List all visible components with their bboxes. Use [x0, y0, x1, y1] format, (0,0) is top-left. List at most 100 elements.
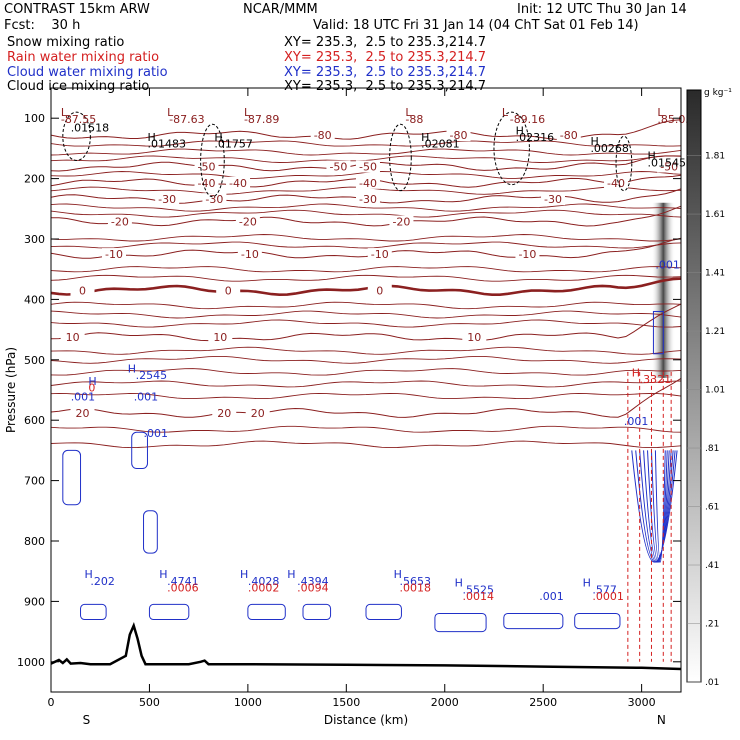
isotherm-line — [50, 355, 682, 364]
contour-annotation: -87.55 — [61, 113, 96, 126]
contour-annotation: H — [394, 568, 402, 581]
isotherm-line — [50, 377, 682, 418]
contour-annotation: H — [648, 150, 656, 163]
contour-annotation: .01518 — [71, 121, 110, 134]
contour-annotation: .001 — [539, 590, 564, 603]
contour-annotation: .4028 — [248, 575, 280, 588]
init-time: Init: 12 UTC Thu 30 Jan 14 — [517, 2, 687, 17]
x-tick-label: 1500 — [332, 696, 360, 709]
contour-annotation: H — [287, 568, 295, 581]
contour-annotation: .0018 — [399, 582, 431, 595]
isotherm-label: 10 — [66, 331, 80, 344]
contour-annotation: .01483 — [147, 138, 186, 151]
isotherm-label: -30 — [359, 193, 377, 206]
isotherm-label-bg — [541, 193, 566, 206]
org-label: NCAR/MMM — [243, 2, 318, 17]
colorbar-label: 1.61 — [705, 210, 725, 220]
isotherm-label-bg — [367, 284, 392, 297]
isotherm-label-bg — [604, 176, 629, 189]
isotherm-line — [50, 188, 682, 204]
isotherm-line — [50, 171, 682, 179]
contour-annotation: .4394 — [297, 575, 329, 588]
contour-annotation: H — [632, 366, 640, 379]
cloud-water-contour — [635, 450, 676, 563]
snow-contour — [493, 111, 530, 186]
contour-annotation: .4741 — [167, 575, 199, 588]
colorbar-label: 1.01 — [705, 386, 725, 396]
contour-annotation: .0014 — [462, 590, 494, 603]
isotherm-label: -10 — [518, 248, 536, 261]
y-tick-label: 900 — [24, 595, 45, 608]
cloud-ice-shading — [651, 202, 676, 378]
contour-annotation: H — [516, 124, 524, 137]
contour-annotation: .0094 — [297, 582, 329, 595]
isotherm-label: -30 — [544, 193, 562, 206]
isotherm-line — [50, 425, 682, 433]
isotherm-label-bg — [226, 176, 251, 189]
isotherm-label: -50 — [198, 161, 216, 174]
south-end-label: S — [83, 713, 91, 727]
contour-annotation: H — [84, 568, 92, 581]
isotherm-label: -20 — [392, 215, 410, 228]
isotherm-label-bg — [216, 284, 241, 297]
contour-annotation: L — [61, 106, 68, 119]
colorbar-label: .21 — [705, 620, 719, 630]
contour-annotation: H — [147, 131, 155, 144]
isotherm-label-bg — [107, 215, 132, 228]
isotherm-label: -20 — [239, 215, 257, 228]
isotherm-label: -40 — [607, 177, 625, 190]
colorbar-label: .61 — [705, 503, 719, 513]
plot-frame — [50, 87, 682, 693]
contour-annotation: .3321 — [640, 373, 672, 386]
isotherm-label-bg — [355, 176, 380, 189]
contour-annotation: H — [583, 577, 591, 590]
x-tick-label: 0 — [48, 696, 55, 709]
isotherm-label: -40 — [359, 177, 377, 190]
y-tick-label: 300 — [24, 233, 45, 246]
x-tick-label: 500 — [139, 696, 160, 709]
isotherm-line — [50, 319, 682, 328]
snow-contour — [62, 111, 91, 161]
x-tick-label: 2000 — [431, 696, 459, 709]
valid-time: Valid: 18 UTC Fri 31 Jan 14 (04 ChT Sat … — [313, 18, 639, 33]
isotherm-label-bg — [102, 248, 126, 261]
isotherm-label-bg — [235, 215, 260, 228]
contour-annotation: .001 — [144, 427, 169, 440]
isotherm-line — [50, 140, 682, 147]
isotherm-label: -20 — [111, 215, 129, 228]
isotherm-line — [50, 203, 682, 212]
field-cloudwater-xy: XY= 235.3, 2.5 to 235.3,214.7 — [284, 65, 487, 80]
cloud-water-contour — [247, 603, 286, 621]
y-tick-label: 600 — [24, 414, 45, 427]
snow-contour — [200, 123, 225, 198]
cloud-water-contour — [302, 603, 332, 621]
contour-annotation: .0002 — [248, 582, 280, 595]
contour-annotation: L — [167, 106, 174, 119]
isotherm-label: -50 — [329, 161, 347, 174]
colorbar-label: 1.81 — [705, 152, 725, 162]
cloud-water-contour — [652, 310, 664, 355]
isotherm-line — [50, 274, 682, 282]
field-cloudice-name: Cloud ice mixing ratio — [7, 79, 150, 94]
isotherm-label-bg — [462, 330, 487, 343]
isotherm-label: -10 — [241, 248, 259, 261]
isotherm-label-bg — [194, 176, 219, 189]
contour-annotation: .2545 — [136, 369, 168, 382]
y-tick-label: 400 — [24, 293, 45, 306]
isotherm-label-bg — [70, 284, 95, 297]
field-snow-xy: XY= 235.3, 2.5 to 235.3,214.7 — [284, 35, 487, 50]
isotherm-label-bg — [245, 406, 270, 419]
isotherm-label: -80 — [450, 129, 468, 142]
isotherm-label-bg — [70, 406, 95, 419]
isotherm-label: -10 — [371, 248, 389, 261]
isotherm-line — [50, 301, 682, 310]
colorbar-unit: g kg⁻¹ — [704, 88, 732, 98]
contour-annotation: .5525 — [462, 583, 494, 596]
cloud-water-contour — [148, 603, 190, 621]
cloud-water-contour — [647, 450, 670, 563]
isotherm-line — [50, 119, 682, 141]
isotherm-line — [50, 346, 682, 355]
isotherm-line — [50, 392, 682, 400]
isotherm-label: 10 — [213, 331, 227, 344]
contour-annotation: -88 — [405, 113, 423, 126]
